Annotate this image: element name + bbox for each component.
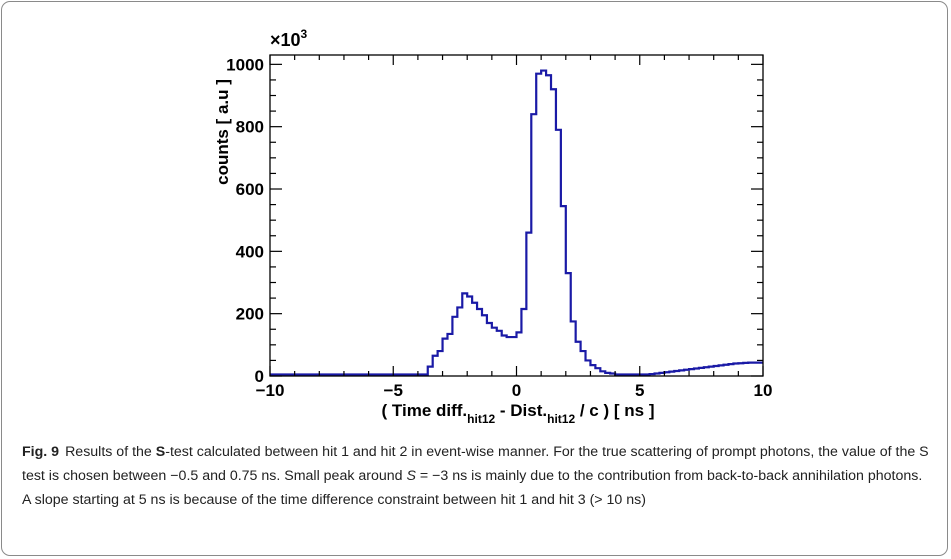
- x-tick-label: −10: [256, 381, 285, 400]
- y-multiplier-base: ×10: [270, 30, 301, 50]
- figure-caption: Fig. 9 Results of the S-test calculated b…: [22, 440, 932, 512]
- y-tick-label: 200: [236, 305, 264, 324]
- y-multiplier-exp: 3: [301, 27, 308, 41]
- caption-text-2: -test calculated between hit 1 and hit 2…: [22, 444, 929, 484]
- x-label-part-c: / c ) [ ns ]: [575, 401, 654, 420]
- y-tick-label: 0: [255, 367, 264, 386]
- figure-label: Fig. 9: [22, 444, 60, 460]
- caption-italic-s: S: [406, 468, 416, 484]
- caption-text-3: = −3 ns is mainly due to the contributio…: [22, 468, 923, 508]
- y-tick-label: 800: [236, 118, 264, 137]
- y-multiplier: ×103: [270, 27, 308, 50]
- x-label-sub2: hit12: [547, 412, 575, 426]
- x-label-sub1: hit12: [467, 412, 495, 426]
- tick-layer: −10 −5 0 5 10 0 200 400 600 800 1000: [226, 55, 772, 400]
- y-tick-label: 600: [236, 180, 264, 199]
- x-label-part-a: ( Time diff.: [382, 401, 468, 420]
- histogram-plot: −10 −5 0 5 10 0 200 400 600 800 1000 ×103 counts […: [213, 27, 772, 426]
- x-axis-label: ( Time diff.hit12 - Dist.hit12 / c ) [ n…: [382, 401, 655, 426]
- caption-text-1: Results of the: [65, 444, 156, 460]
- x-tick-label: 10: [754, 381, 773, 400]
- histogram-line: [270, 69, 763, 376]
- x-tick-label: 5: [635, 381, 644, 400]
- x-tick-label: −5: [384, 381, 403, 400]
- x-tick-label: 0: [512, 381, 521, 400]
- axes-frame: [269, 54, 764, 377]
- y-tick-label: 1000: [226, 55, 264, 74]
- caption-bold-s: S: [155, 444, 166, 460]
- x-label-part-b: - Dist.: [495, 401, 547, 420]
- y-tick-label: 400: [236, 242, 264, 261]
- y-axis-label: counts [ a.u ]: [213, 79, 232, 185]
